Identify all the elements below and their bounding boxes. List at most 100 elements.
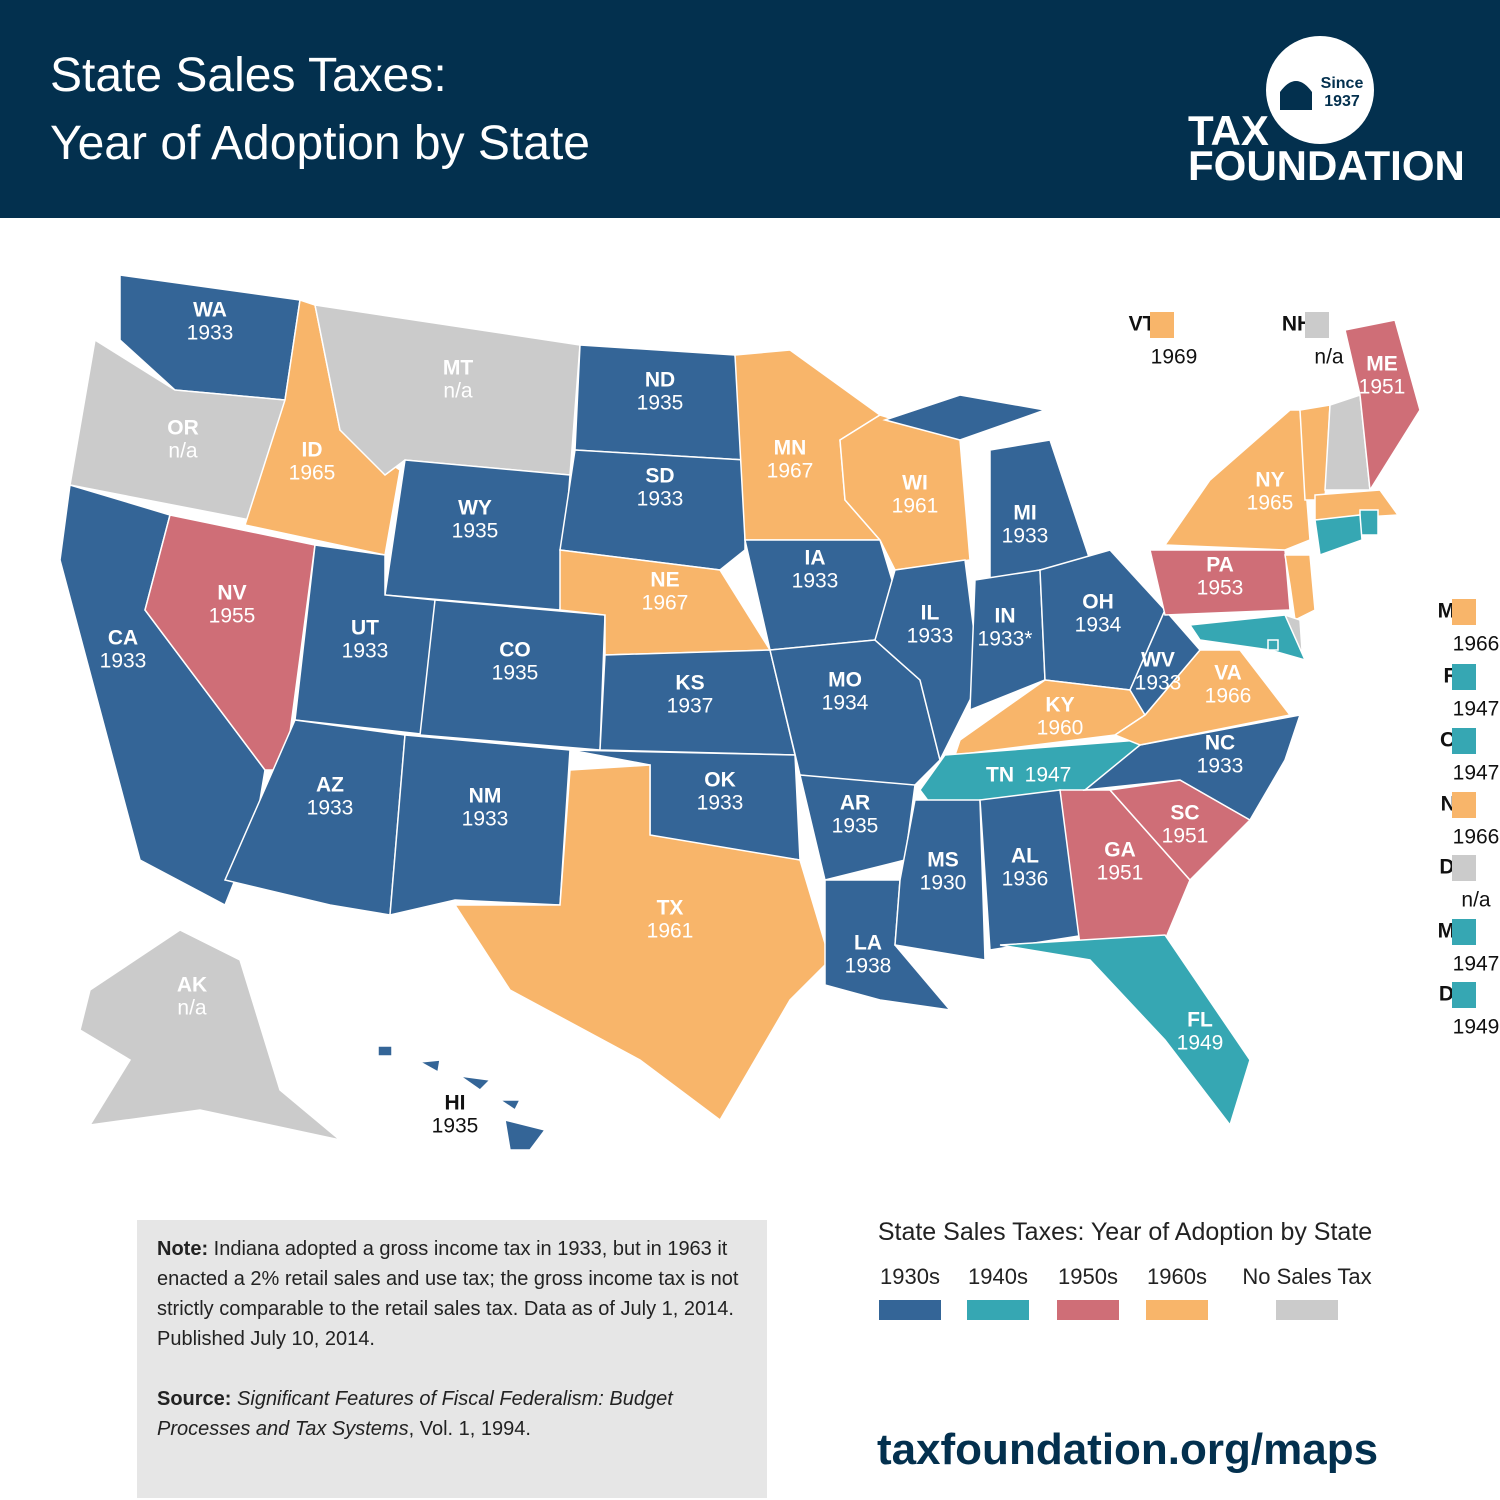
state	[1314, 514, 1363, 557]
map: WA1933ORn/aCA1933NV1955ID1965MTn/aWY1935…	[59, 274, 1500, 1151]
state-abbr: SC	[1170, 802, 1199, 825]
logo-since: Since	[1321, 75, 1364, 92]
state-abbr: MN	[774, 437, 807, 460]
state-year: 1933	[1197, 755, 1244, 778]
state-year: 1966	[1453, 826, 1500, 849]
state-year: 1933	[462, 808, 509, 831]
state-swatch	[1452, 664, 1476, 690]
state-swatch	[1452, 728, 1476, 754]
state-year: 1933	[100, 650, 147, 673]
legend-label: 1930s	[880, 1264, 940, 1289]
state-swatch	[1452, 599, 1476, 625]
state-year: n/a	[1461, 889, 1491, 912]
state-abbr: SD	[645, 465, 674, 488]
state-abbr: NM	[469, 785, 502, 808]
state	[894, 799, 986, 961]
state-year: 1966	[1453, 633, 1500, 656]
state-abbr: MT	[443, 357, 473, 380]
state-year: 1947	[1453, 698, 1500, 721]
state-year: 1933	[792, 570, 839, 593]
state-abbr: AL	[1011, 845, 1039, 868]
state-abbr: AZ	[316, 774, 344, 797]
state-year: n/a	[1314, 346, 1344, 369]
state-year: 1933	[342, 640, 389, 663]
state-year: 1961	[892, 495, 939, 518]
state	[1059, 789, 1191, 946]
state-abbr: UT	[351, 617, 379, 640]
state	[999, 934, 1251, 1127]
source-title: Significant Features of Fiscal Federalis…	[157, 1388, 673, 1440]
state	[1284, 554, 1316, 622]
state-year: 1960	[1037, 717, 1084, 740]
state-abbr: ID	[302, 439, 323, 462]
state	[377, 1045, 547, 1151]
state-abbr: NC	[1205, 732, 1235, 755]
state-year: 1955	[209, 605, 256, 628]
state	[1129, 608, 1201, 717]
state	[874, 559, 981, 763]
legend-swatch	[879, 1300, 941, 1320]
state	[79, 929, 341, 1141]
state-abbr: NV	[217, 582, 246, 605]
state-abbr: HI	[445, 1092, 466, 1115]
state	[1267, 639, 1279, 651]
state-year: 1965	[1247, 492, 1294, 515]
title: State Sales Taxes:	[50, 49, 447, 102]
state-abbr: WI	[902, 472, 928, 495]
state-swatch	[1150, 312, 1174, 338]
legend-swatch	[1057, 1300, 1119, 1320]
state-year: 1933	[697, 792, 744, 815]
state	[1344, 319, 1421, 493]
state-year: 1949	[1177, 1032, 1224, 1055]
state-year: 1930	[920, 872, 967, 895]
note: Note: Indiana adopted a gross income tax…	[137, 1220, 767, 1498]
state-abbr: ME	[1366, 353, 1398, 376]
state-abbr: FL	[1187, 1009, 1213, 1032]
legend-label: No Sales Tax	[1242, 1264, 1371, 1289]
legend-title: State Sales Taxes: Year of Adoption by S…	[877, 1218, 1373, 1246]
note-text: Note: Indiana adopted a gross income tax…	[157, 1234, 747, 1354]
state-year: 1947	[1453, 762, 1500, 785]
state-year: 1951	[1097, 862, 1144, 885]
state-year: n/a	[177, 997, 207, 1020]
url: taxfoundation.org/maps	[876, 1425, 1379, 1474]
state-year: 1936	[1002, 868, 1049, 891]
state-abbr: NH	[1282, 313, 1312, 336]
state-year: 1933	[1135, 672, 1182, 695]
state-swatch	[1452, 982, 1476, 1008]
state-abbr: LA	[854, 932, 882, 955]
state-year: n/a	[168, 440, 198, 463]
state-abbr: CO	[499, 639, 531, 662]
legend-swatch	[1276, 1300, 1338, 1320]
state-abbr: ND	[645, 369, 675, 392]
state-abbr: MS	[927, 849, 959, 872]
state-year: 1933	[907, 625, 954, 648]
state-year: 1965	[289, 462, 336, 485]
note-body: Indiana adopted a gross income tax in 19…	[157, 1238, 739, 1350]
source-text: Source: Significant Features of Fiscal F…	[157, 1384, 747, 1444]
state-year: 1951	[1162, 825, 1209, 848]
state-abbr: KS	[675, 672, 704, 695]
state	[453, 764, 831, 1122]
state-year: 1947	[1025, 764, 1072, 787]
logo-year: 1937	[1324, 93, 1360, 110]
state-swatch	[1452, 919, 1476, 945]
state-abbr: CA	[108, 627, 138, 650]
state	[559, 449, 746, 571]
state-year: 1967	[642, 592, 689, 615]
state-year: 1933	[187, 322, 234, 345]
state-abbr: AK	[177, 974, 207, 997]
state-swatch	[1452, 855, 1476, 881]
state-year: 1951	[1359, 376, 1406, 399]
state-year: 1961	[647, 920, 694, 943]
state-abbr: GA	[1104, 839, 1136, 862]
state-year: 1949	[1453, 1016, 1500, 1039]
state-abbr: NY	[1255, 469, 1284, 492]
legend-label: 1950s	[1058, 1264, 1118, 1289]
state-year: 1935	[432, 1115, 479, 1138]
title: Year of Adoption by State	[50, 117, 590, 170]
state-year: 1933	[1002, 525, 1049, 548]
state-year: 1967	[767, 460, 814, 483]
state-abbr: MO	[828, 669, 862, 692]
